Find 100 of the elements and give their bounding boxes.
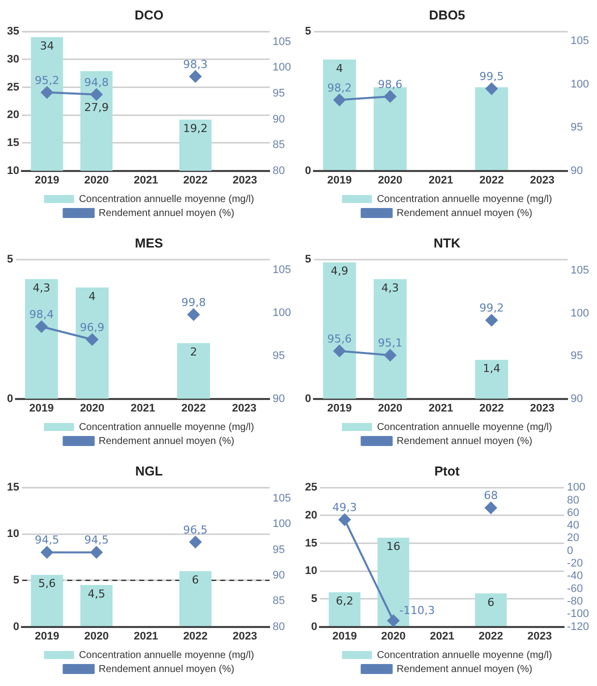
x-tick-label: 2020 [381, 630, 406, 642]
y2-tick-label: 100 [570, 78, 590, 90]
data-label: 27,9 [84, 100, 109, 114]
bar [30, 574, 64, 626]
point [90, 88, 102, 100]
bar [24, 279, 58, 399]
bar [322, 262, 356, 399]
point [384, 349, 396, 362]
x-tick-label: 2022 [478, 630, 504, 642]
y-tick-label: 0 [304, 164, 312, 177]
data-label: 16 [386, 540, 400, 554]
point [189, 70, 202, 82]
y2-tick-label: 95 [570, 350, 583, 362]
y2-tick-label: 95 [272, 544, 285, 556]
data-label: 4,3 [381, 281, 399, 294]
bar [76, 287, 109, 399]
y2-tick-label: 0 [566, 544, 574, 557]
data-label: 95,6 [327, 332, 352, 346]
x-tick-label: 2022 [479, 402, 504, 414]
point [188, 308, 200, 321]
data-label: 34 [40, 40, 54, 53]
x-tick-label: 2019 [34, 630, 60, 642]
data-label: 96,9 [80, 320, 104, 334]
data-label: 6 [487, 596, 494, 609]
data-label: 19,2 [183, 122, 208, 135]
y2-tick-label: 40 [566, 520, 580, 532]
legend-label: Concentration annuelle moyenne (mg/l) [78, 194, 254, 205]
legend-label: Rendement annuel moyen (%) [396, 436, 532, 447]
x-tick-label: 2021 [134, 630, 158, 642]
x-tick-label: 2022 [479, 174, 504, 186]
y2-tick-label: 60 [566, 506, 580, 519]
y2-tick-label: 100 [272, 518, 292, 530]
point [333, 344, 346, 357]
x-tick-label: 2019 [327, 402, 352, 414]
chart-title: Ptot [434, 463, 460, 478]
data-label: 4,9 [330, 264, 348, 278]
y-tick-label: 0 [13, 620, 20, 633]
x-tick-label: 2020 [378, 402, 402, 414]
y-tick-label: 15 [6, 482, 20, 494]
y2-tick-label: -60 [566, 582, 583, 595]
x-tick-label: 2022 [181, 402, 206, 414]
y2-tick-label: 95 [272, 350, 285, 362]
y2-tick-label: 100 [272, 62, 292, 74]
x-tick-label: 2021 [130, 402, 156, 414]
bar [80, 585, 113, 626]
point [40, 86, 53, 98]
y2-tick-label: 105 [570, 264, 590, 277]
y2-tick-label: -80 [566, 596, 583, 608]
data-label: 2 [190, 345, 198, 358]
y2-tick-label: -120 [566, 620, 590, 633]
data-label: 98,2 [327, 81, 352, 94]
x-tick-label: 2023 [232, 402, 257, 414]
y-tick-label: 25 [6, 81, 20, 94]
y-tick-label: 5 [304, 254, 312, 266]
y-tick-label: 5 [6, 254, 14, 266]
y-tick-label: 0 [304, 392, 312, 405]
data-label: 94,5 [34, 534, 60, 547]
x-tick-label: 2020 [84, 630, 109, 642]
legend-label: Rendement annuel moyen (%) [98, 664, 234, 675]
y-tick-label: 0 [6, 392, 14, 405]
y2-tick-label: 105 [272, 264, 292, 276]
legend-label: Concentration annuelle moyenne (mg/l) [78, 422, 254, 433]
x-tick-label: 2021 [134, 174, 158, 186]
x-tick-label: 2020 [80, 402, 104, 414]
y-tick-label: 5 [311, 592, 318, 605]
y2-tick-label: -100 [566, 608, 590, 620]
y-tick-label: 25 [304, 482, 318, 494]
chart-title: NTK [434, 235, 461, 250]
y-tick-label: 30 [6, 53, 20, 66]
y-tick-label: 10 [6, 164, 20, 177]
legend-label: Concentration annuelle moyenne (mg/l) [78, 650, 254, 661]
data-label: 95,2 [34, 74, 60, 87]
y2-tick-label: 85 [272, 139, 285, 152]
x-tick-label: 2023 [530, 174, 555, 186]
data-label: 99,2 [479, 302, 504, 315]
point [86, 334, 98, 346]
data-label: 1,4 [482, 362, 500, 376]
x-tick-label: 2021 [428, 174, 454, 186]
point [484, 502, 497, 514]
bar [177, 343, 210, 399]
legend-label: Rendement annuel moyen (%) [396, 208, 532, 219]
x-tick-label: 2020 [84, 174, 109, 186]
data-label: 95,1 [378, 336, 402, 350]
y2-tick-label: 100 [272, 306, 292, 319]
point [387, 614, 400, 627]
x-tick-label: 2022 [183, 630, 208, 642]
x-tick-label: 2020 [378, 174, 402, 186]
legend-label: Rendement annuel moyen (%) [98, 436, 234, 447]
x-tick-label: 2023 [530, 402, 555, 414]
y-tick-label: 0 [311, 620, 318, 633]
x-tick-label: 2023 [232, 174, 258, 186]
y-tick-label: 15 [6, 136, 20, 149]
data-label: 98,3 [183, 58, 208, 71]
x-tick-label: 2019 [332, 630, 357, 642]
y-tick-label: 5 [13, 574, 20, 586]
y2-tick-label: 90 [570, 392, 583, 405]
data-label: 4 [88, 290, 96, 303]
legend-label: Rendement annuel moyen (%) [396, 664, 532, 675]
data-label: 68 [484, 489, 498, 502]
data-label: 94,8 [84, 76, 109, 89]
